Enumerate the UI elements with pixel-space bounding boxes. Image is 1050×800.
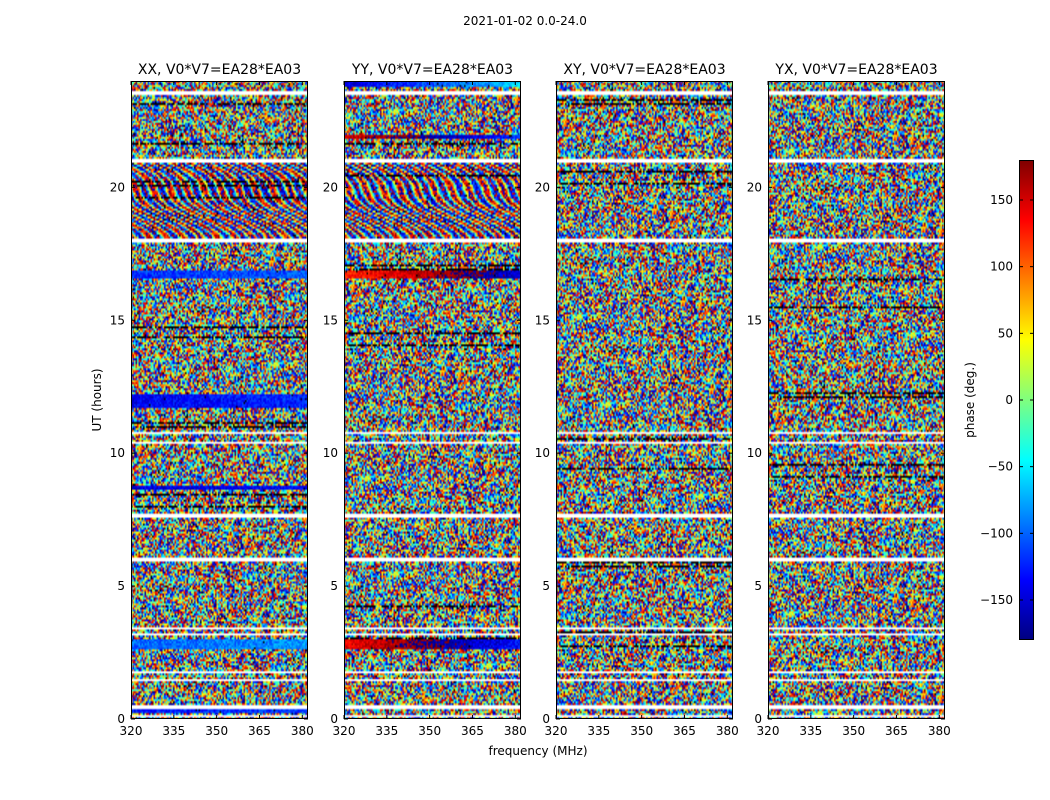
y-tick-label: 20 — [747, 180, 762, 194]
panel-4: YX, V0*V7=EA28*EA03 320 335 350 365 380 0 5 10 15… — [747, 62, 951, 738]
x-tick-label: 320 — [757, 724, 780, 738]
colorbar-gradient — [1019, 160, 1034, 640]
y-tick-label: 5 — [330, 579, 338, 593]
panel-title: XX, V0*V7=EA28*EA03 — [138, 62, 301, 78]
y-tick-label: 15 — [535, 313, 550, 327]
y-tick-label: 5 — [754, 579, 762, 593]
colorbar-tick-label: 0 — [1005, 393, 1013, 407]
panel-title: YX, V0*V7=EA28*EA03 — [774, 62, 937, 78]
x-axis-label: frequency (MHz) — [488, 744, 587, 758]
y-tick-label: 10 — [747, 446, 762, 460]
y-tick-label: 0 — [330, 712, 338, 726]
colorbar: −150 −100 −50 0 50 100 150 phase (deg.) — [963, 160, 1034, 640]
colorbar-tick-label: 150 — [990, 193, 1013, 207]
x-tick-label: 380 — [716, 724, 739, 738]
panel-3: XY, V0*V7=EA28*EA03 320 335 350 365 380 0 5 10 15… — [535, 62, 739, 738]
y-tick-label: 0 — [754, 712, 762, 726]
x-tick-label: 335 — [587, 724, 610, 738]
heatmap-image — [556, 81, 733, 719]
x-tick-label: 380 — [504, 724, 527, 738]
x-tick-label: 335 — [375, 724, 398, 738]
x-tick-label: 350 — [418, 724, 441, 738]
colorbar-tick-label: −100 — [980, 526, 1013, 540]
x-tick-label: 350 — [205, 724, 228, 738]
y-tick-label: 5 — [117, 579, 125, 593]
panel-2: YY, V0*V7=EA28*EA03 320 335 350 365 380 0 5 10 15… — [323, 62, 527, 738]
x-tick-label: 320 — [120, 724, 143, 738]
panel-1: XX, V0*V7=EA28*EA03 320 335 350 365 380 0 5 10 15… — [110, 62, 314, 738]
y-tick-label: 20 — [323, 180, 338, 194]
x-tick-label: 380 — [928, 724, 951, 738]
colorbar-tick-label: 50 — [998, 326, 1013, 340]
panel-title: YY, V0*V7=EA28*EA03 — [351, 62, 513, 78]
x-tick-label: 380 — [291, 724, 314, 738]
x-tick-label: 365 — [461, 724, 484, 738]
y-tick-label: 15 — [747, 313, 762, 327]
colorbar-tick-label: 100 — [990, 260, 1013, 274]
x-tick-label: 335 — [799, 724, 822, 738]
colorbar-tick-label: −50 — [988, 460, 1013, 474]
heatmap-image — [768, 81, 945, 719]
y-tick-label: 10 — [323, 446, 338, 460]
x-tick-label: 320 — [545, 724, 568, 738]
y-tick-label: 0 — [117, 712, 125, 726]
axes-frame — [344, 81, 521, 719]
y-tick-label: 0 — [542, 712, 550, 726]
axes-frame — [768, 81, 945, 719]
panel-title: XY, V0*V7=EA28*EA03 — [563, 62, 725, 78]
x-tick-label: 365 — [673, 724, 696, 738]
x-tick-label: 350 — [630, 724, 653, 738]
y-axis-label: UT (hours) — [90, 368, 104, 431]
y-tick-label: 15 — [110, 313, 125, 327]
y-tick-label: 10 — [110, 446, 125, 460]
y-tick-label: 5 — [542, 579, 550, 593]
heatmap-image — [131, 81, 308, 719]
x-tick-label: 365 — [248, 724, 271, 738]
heatmap-image — [344, 81, 521, 719]
y-tick-label: 20 — [535, 180, 550, 194]
y-tick-label: 20 — [110, 180, 125, 194]
figure-title: 2021-01-02 0.0-24.0 — [463, 14, 587, 28]
axes-frame — [131, 81, 308, 719]
colorbar-label: phase (deg.) — [963, 362, 977, 438]
colorbar-tick-label: −150 — [980, 593, 1013, 607]
x-tick-label: 335 — [162, 724, 185, 738]
axes-frame — [556, 81, 733, 719]
x-tick-label: 350 — [842, 724, 865, 738]
x-tick-label: 365 — [885, 724, 908, 738]
y-tick-label: 15 — [323, 313, 338, 327]
x-tick-label: 320 — [333, 724, 356, 738]
y-tick-label: 10 — [535, 446, 550, 460]
